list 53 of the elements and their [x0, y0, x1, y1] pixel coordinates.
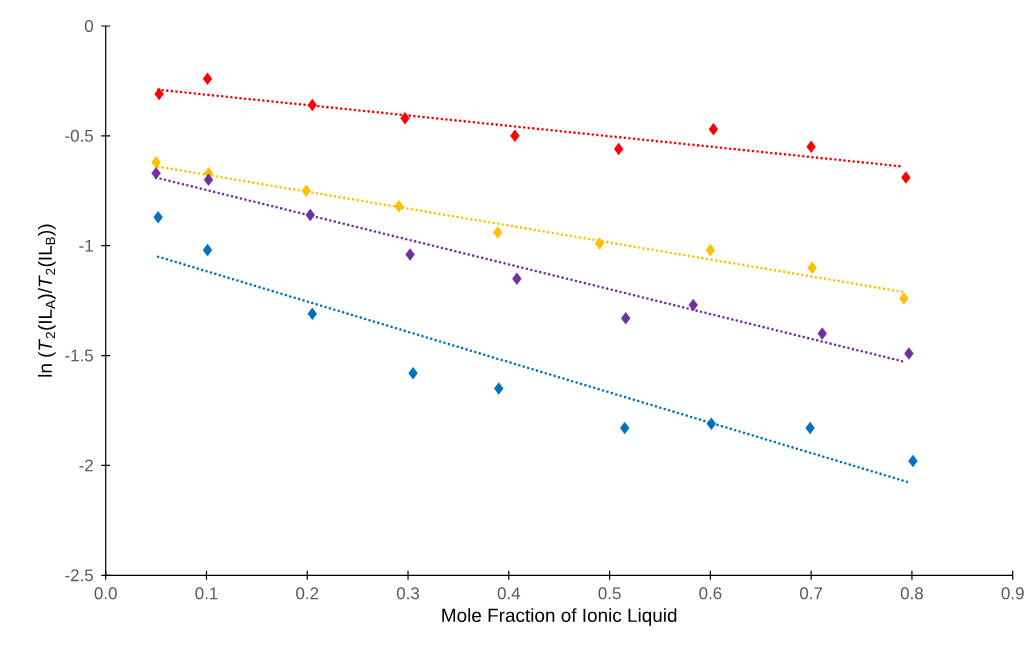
point: [154, 87, 164, 101]
y-tick-label: -2.5: [65, 569, 93, 582]
point: [307, 307, 317, 321]
point: [405, 248, 415, 261]
point: [594, 237, 605, 250]
point: [708, 123, 719, 136]
x-tick-label: 0.9: [1001, 587, 1024, 600]
point: [908, 454, 918, 468]
point: [153, 210, 163, 224]
point: [706, 417, 717, 430]
point: [305, 208, 315, 222]
x-tick-label: 0.4: [497, 587, 521, 600]
x-tick-label: 0.8: [900, 587, 923, 600]
x-tick-label: 0.6: [699, 587, 722, 600]
point: [620, 421, 630, 435]
point: [512, 272, 522, 285]
point: [621, 312, 631, 325]
point: [400, 112, 410, 125]
point: [202, 72, 213, 85]
point: [904, 347, 914, 360]
y-tick-label: -1.5: [65, 349, 93, 362]
point: [510, 129, 520, 143]
point: [493, 226, 503, 239]
point: [408, 366, 418, 380]
x-tick-label: 0.1: [195, 587, 218, 600]
point: [807, 261, 817, 274]
point: [151, 167, 161, 180]
x-tick-label: 0.0: [94, 587, 117, 600]
point: [806, 140, 816, 154]
point: [613, 142, 624, 156]
y-tick-label: -0.5: [65, 129, 93, 142]
point: [203, 173, 214, 186]
x-tick-label: 0.7: [800, 587, 823, 600]
point: [805, 421, 815, 435]
point: [705, 243, 716, 257]
y-tick-label: -2: [79, 459, 93, 472]
text: ln (T$_{2}$(IL$_{A}$)/T$_{2}$(IL$_{B}$)): [38, 224, 56, 377]
point: [494, 382, 504, 395]
point: [817, 327, 827, 340]
point: [901, 171, 911, 184]
point: [688, 298, 698, 312]
point: [394, 199, 404, 213]
point: [202, 243, 213, 257]
point: [899, 292, 909, 305]
x-tick-label: 0.2: [296, 587, 319, 600]
x-tick-label: 0.3: [396, 587, 420, 600]
x-tick-label: 0.5: [598, 587, 621, 600]
y-tick-label: -1: [79, 239, 93, 252]
x-axis-title: Mole Fraction of Ionic Liquid: [442, 608, 677, 626]
point: [307, 98, 317, 112]
y-tick-label: 0: [84, 20, 94, 32]
point: [301, 184, 311, 197]
point: [151, 156, 161, 169]
